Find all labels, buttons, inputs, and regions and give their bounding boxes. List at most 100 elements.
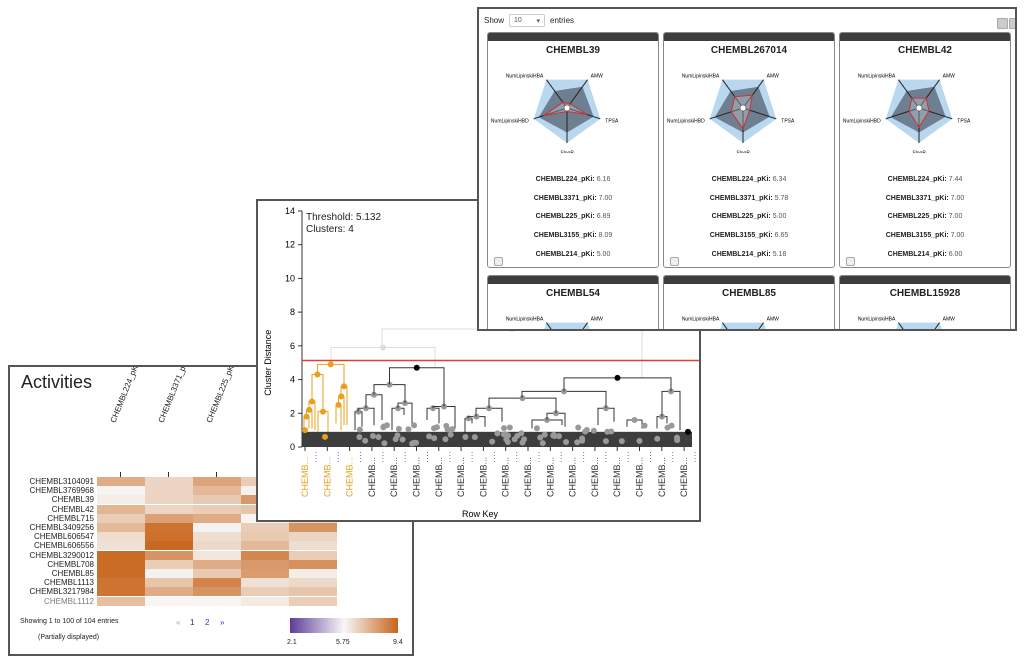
compound-card[interactable]: CHEMBL54 AMWTPSASlogPNumLipinskiHBDNumLip…	[487, 275, 659, 329]
heatmap-cell[interactable]	[193, 578, 241, 588]
heatmap-cell[interactable]	[241, 559, 289, 569]
leaf-node[interactable]	[583, 426, 590, 433]
leaf-node[interactable]	[489, 438, 496, 445]
heatmap-cell[interactable]	[97, 541, 145, 551]
leaf-node[interactable]	[504, 438, 511, 445]
leaf-node[interactable]	[673, 434, 680, 441]
heatmap-cell[interactable]	[193, 541, 241, 551]
page-2[interactable]: 2	[205, 618, 210, 627]
heatmap-cell[interactable]	[193, 559, 241, 569]
grid-view-icon[interactable]	[997, 18, 1008, 29]
leaf-node[interactable]	[430, 425, 437, 432]
heatmap-cell[interactable]	[145, 504, 193, 514]
heatmap-cell[interactable]	[241, 587, 289, 597]
heatmap-cell[interactable]	[145, 477, 193, 486]
leaf-node[interactable]	[494, 430, 501, 437]
leaf-node[interactable]	[555, 433, 562, 440]
dendrogram-node[interactable]	[303, 413, 310, 420]
heatmap-cell[interactable]	[241, 532, 289, 542]
leaf-node[interactable]	[550, 431, 557, 438]
card-select-checkbox[interactable]	[494, 257, 503, 266]
heatmap-cell[interactable]	[193, 477, 241, 486]
heatmap-cell[interactable]	[145, 541, 193, 551]
dendrogram-node[interactable]	[631, 417, 638, 424]
heatmap-cell[interactable]	[145, 569, 193, 578]
heatmap-cell[interactable]	[97, 477, 145, 486]
heatmap-cell[interactable]	[145, 587, 193, 597]
leaf-node[interactable]	[411, 422, 418, 429]
heatmap-cell[interactable]	[193, 523, 241, 532]
dendrogram-node[interactable]	[413, 364, 420, 371]
heatmap-cell[interactable]	[145, 486, 193, 496]
leaf-node[interactable]	[302, 427, 308, 434]
leaf-node[interactable]	[504, 432, 511, 439]
leaf-node[interactable]	[394, 432, 401, 439]
card-select-checkbox[interactable]	[846, 257, 855, 266]
leaf-node[interactable]	[375, 434, 382, 441]
leaf-node[interactable]	[590, 427, 597, 434]
heatmap-cell[interactable]	[193, 596, 241, 606]
dendrogram-node[interactable]	[371, 391, 377, 398]
heatmap-cell[interactable]	[97, 559, 145, 569]
heatmap-cell[interactable]	[97, 569, 145, 578]
heatmap-cell[interactable]	[193, 532, 241, 542]
dendrogram-node[interactable]	[473, 413, 480, 420]
dendrogram-node[interactable]	[519, 395, 526, 402]
leaf-node[interactable]	[395, 425, 402, 432]
heatmap-cell[interactable]	[241, 541, 289, 551]
heatmap-cell[interactable]	[145, 532, 193, 542]
leaf-node[interactable]	[563, 439, 570, 446]
heatmap-cell[interactable]	[241, 550, 289, 560]
leaf-node[interactable]	[685, 428, 691, 435]
leaf-node[interactable]	[541, 431, 548, 438]
dendrogram-node[interactable]	[441, 403, 447, 410]
heatmap-cell[interactable]	[97, 523, 145, 532]
heatmap-cell[interactable]	[193, 550, 241, 560]
heatmap-cell[interactable]	[145, 513, 193, 523]
heatmap-cell[interactable]	[289, 587, 337, 597]
dendrogram-node[interactable]	[306, 406, 313, 413]
heatmap-cell[interactable]	[145, 578, 193, 588]
leaf-node[interactable]	[443, 422, 450, 429]
leaf-node[interactable]	[664, 424, 671, 431]
heatmap-cell[interactable]	[145, 495, 193, 505]
heatmap-cell[interactable]	[97, 532, 145, 542]
page-next[interactable]: »	[220, 618, 225, 627]
heatmap-cell[interactable]	[289, 523, 337, 532]
dendrogram-node[interactable]	[386, 381, 393, 388]
heatmap-cell[interactable]	[145, 559, 193, 569]
heatmap-cell[interactable]	[97, 486, 145, 496]
leaf-node[interactable]	[369, 432, 376, 439]
leaf-node[interactable]	[471, 434, 478, 441]
leaf-node[interactable]	[604, 428, 611, 435]
card-select-checkbox[interactable]	[670, 257, 679, 266]
leaf-node[interactable]	[442, 436, 449, 443]
leaf-node[interactable]	[636, 437, 643, 444]
leaf-node[interactable]	[574, 439, 581, 446]
dendrogram-node[interactable]	[659, 413, 665, 420]
leaf-node[interactable]	[641, 422, 648, 429]
heatmap-cell[interactable]	[241, 569, 289, 578]
leaf-node[interactable]	[362, 437, 369, 444]
dendrogram-node[interactable]	[314, 371, 321, 378]
compound-card[interactable]: CHEMBL42 AMW TPSA SlogP NumLipinskiHBD NumLip…	[839, 32, 1011, 268]
leaf-node[interactable]	[514, 432, 521, 439]
leaf-node[interactable]	[399, 436, 406, 443]
entries-select[interactable]: 10 ▾	[509, 14, 546, 27]
dendrogram-node[interactable]	[614, 374, 621, 381]
heatmap-cell[interactable]	[241, 596, 289, 606]
dendrogram-node[interactable]	[341, 383, 347, 390]
leaf-node[interactable]	[539, 440, 546, 447]
heatmap-cell[interactable]	[193, 495, 241, 505]
heatmap-cell[interactable]	[193, 569, 241, 578]
list-view-icon[interactable]	[1009, 18, 1015, 29]
leaf-node[interactable]	[501, 425, 508, 432]
heatmap-cell[interactable]	[145, 550, 193, 560]
leaf-node[interactable]	[462, 433, 469, 440]
heatmap-cell[interactable]	[241, 578, 289, 588]
leaf-node[interactable]	[431, 435, 438, 442]
leaf-node[interactable]	[356, 426, 363, 433]
leaf-node[interactable]	[519, 439, 526, 446]
leaf-node[interactable]	[537, 434, 544, 441]
leaf-node[interactable]	[654, 435, 661, 442]
